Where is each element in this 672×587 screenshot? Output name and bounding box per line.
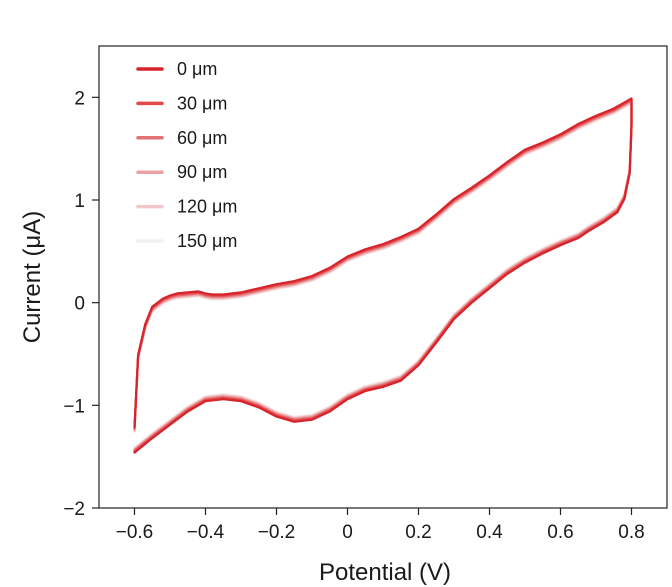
y-axis-label: Current (μA) xyxy=(19,211,46,344)
x-tick-label: −0.6 xyxy=(116,522,154,543)
legend: 0 μm 30 μm 60 μm 90 μm 120 μm 150 μm xyxy=(136,59,237,251)
x-tick-label: 0 xyxy=(342,522,353,543)
x-tick-label: 0.2 xyxy=(405,522,431,543)
y-tick-label: 1 xyxy=(74,191,85,212)
y-tick-label: −2 xyxy=(63,499,85,520)
y-tick-label: 0 xyxy=(74,294,85,315)
x-tick-label: 0.6 xyxy=(547,522,573,543)
series-curves xyxy=(133,97,633,454)
x-tick-label: 0.8 xyxy=(618,522,644,543)
legend-label: 60 μm xyxy=(177,128,227,148)
x-axis: −0.6 −0.4 −0.2 0 0.2 0.4 0.6 0.8 xyxy=(116,508,645,543)
series-line-1 xyxy=(133,98,633,453)
series-line-3 xyxy=(133,100,633,451)
y-tick-label: −1 xyxy=(63,396,85,417)
y-tick-label: 2 xyxy=(74,88,85,109)
legend-label: 30 μm xyxy=(177,93,227,113)
series-line-0 xyxy=(133,97,633,454)
legend-label: 120 μm xyxy=(177,197,237,217)
x-axis-label: Potential (V) xyxy=(319,559,451,586)
plot-frame xyxy=(98,45,668,509)
legend-label: 90 μm xyxy=(177,162,227,182)
y-axis: −2 −1 0 1 2 xyxy=(63,88,99,520)
x-tick-label: −0.4 xyxy=(187,522,225,543)
x-tick-label: −0.2 xyxy=(258,522,296,543)
legend-label: 150 μm xyxy=(177,231,237,251)
legend-label: 0 μm xyxy=(177,59,217,79)
series-line-2 xyxy=(133,99,633,452)
x-tick-label: 0.4 xyxy=(476,522,503,543)
